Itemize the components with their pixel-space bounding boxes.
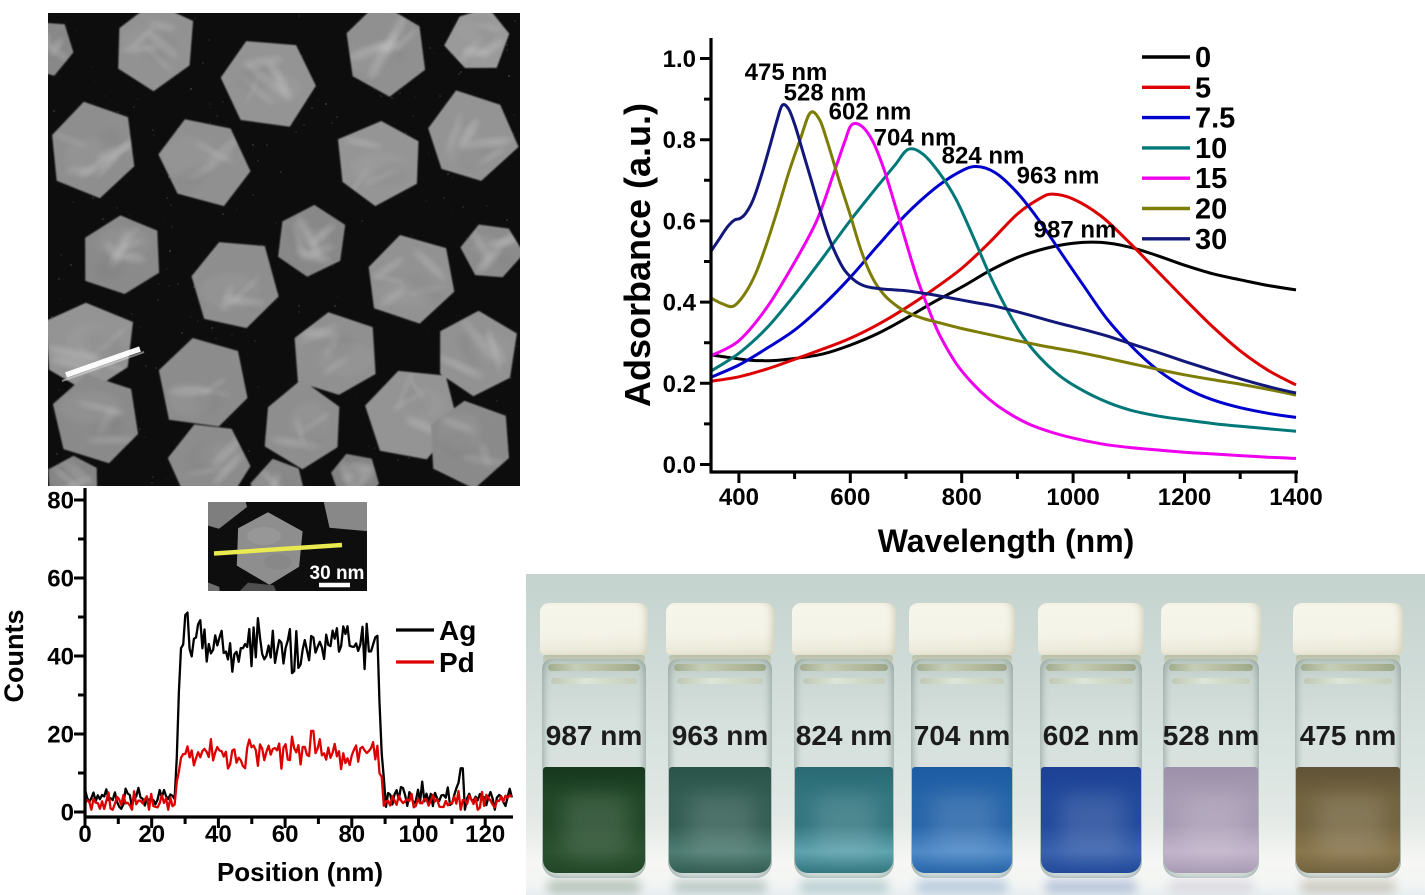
svg-text:528 nm: 528 nm — [784, 80, 867, 107]
svg-text:0.8: 0.8 — [663, 127, 696, 154]
svg-text:1.0: 1.0 — [663, 46, 696, 73]
svg-text:80: 80 — [47, 488, 74, 515]
svg-text:704 nm: 704 nm — [874, 125, 957, 152]
svg-text:400: 400 — [719, 484, 759, 511]
svg-text:60: 60 — [47, 566, 74, 593]
svg-text:963 nm: 963 nm — [1017, 163, 1100, 190]
svg-text:0: 0 — [1195, 42, 1211, 74]
svg-text:40: 40 — [47, 644, 74, 671]
svg-text:800: 800 — [942, 484, 982, 511]
svg-text:Ag: Ag — [439, 615, 476, 646]
svg-text:Adsorbance (a.u.): Adsorbance (a.u.) — [617, 103, 658, 407]
svg-text:0.2: 0.2 — [663, 371, 696, 398]
svg-text:1200: 1200 — [1158, 484, 1211, 511]
svg-text:7.5: 7.5 — [1195, 103, 1235, 135]
svg-text:475 nm: 475 nm — [745, 59, 828, 86]
svg-text:20: 20 — [138, 821, 165, 848]
svg-text:15: 15 — [1195, 163, 1227, 195]
svg-text:0.4: 0.4 — [663, 290, 697, 317]
svg-text:824 nm: 824 nm — [942, 143, 1025, 170]
svg-text:80: 80 — [338, 821, 365, 848]
svg-text:5: 5 — [1195, 72, 1211, 104]
svg-text:1000: 1000 — [1046, 484, 1099, 511]
svg-text:0.6: 0.6 — [663, 208, 696, 235]
svg-text:Pd: Pd — [439, 647, 475, 678]
svg-text:100: 100 — [398, 821, 438, 848]
svg-text:120: 120 — [465, 821, 505, 848]
svg-text:602 nm: 602 nm — [829, 99, 912, 126]
svg-text:10: 10 — [1195, 133, 1227, 165]
svg-text:600: 600 — [830, 484, 870, 511]
svg-text:987 nm: 987 nm — [1034, 217, 1117, 244]
svg-text:0.0: 0.0 — [663, 452, 696, 479]
svg-text:20: 20 — [47, 722, 74, 749]
svg-text:Counts: Counts — [0, 610, 29, 703]
svg-text:20: 20 — [1195, 194, 1227, 226]
svg-text:40: 40 — [205, 821, 232, 848]
svg-text:1400: 1400 — [1269, 484, 1322, 511]
svg-text:Wavelength (nm): Wavelength (nm) — [878, 523, 1135, 559]
svg-text:Position (nm): Position (nm) — [217, 857, 383, 887]
svg-text:60: 60 — [272, 821, 299, 848]
svg-text:30 nm: 30 nm — [310, 563, 365, 584]
svg-text:30: 30 — [1195, 224, 1227, 256]
svg-text:0: 0 — [61, 800, 74, 827]
svg-text:0: 0 — [78, 821, 91, 848]
